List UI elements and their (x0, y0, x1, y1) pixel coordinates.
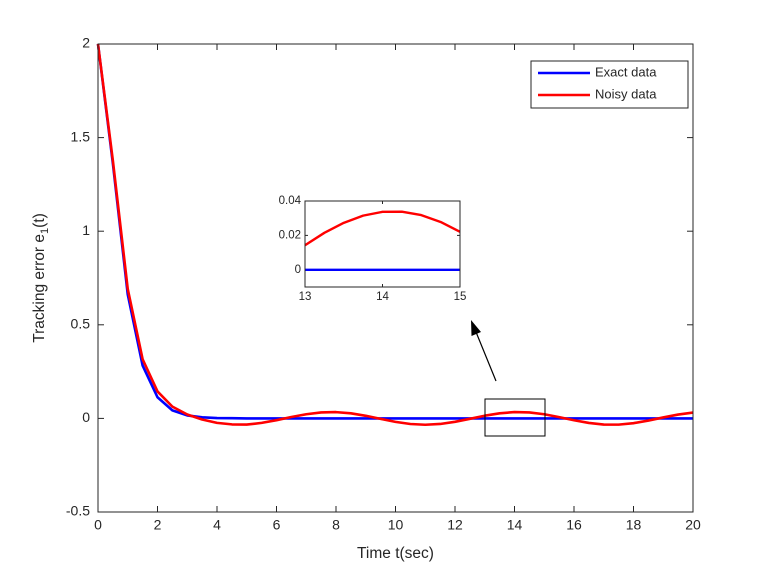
y-tick-label: 1 (82, 222, 90, 238)
x-tick-label: 6 (273, 517, 281, 533)
y-tick-label: 0 (82, 409, 90, 425)
y-tick-label: 0 (295, 264, 301, 276)
x-axis-label: Time t(sec) (357, 545, 434, 562)
x-tick-label: 20 (685, 517, 701, 533)
legend-box (530, 60, 689, 109)
y-tick-label: 1.5 (71, 128, 91, 144)
y-axis-label-part: (t) (31, 213, 48, 228)
x-tick-label: 2 (154, 517, 162, 533)
x-tick-label: 0 (94, 517, 102, 533)
arrow-head (471, 320, 481, 336)
zoom-region (484, 398, 546, 437)
y-tick-label: -0.5 (66, 503, 90, 519)
x-tick-label: 18 (626, 517, 642, 533)
y-axis-label: Tracking error e1(t) (31, 213, 51, 343)
y-axis-label-part: Tracking error e (31, 234, 48, 343)
x-tick-label: 4 (213, 517, 221, 533)
axes-box (97, 43, 694, 513)
y-axis-label-part: 1 (39, 228, 51, 234)
y-tick-label: 0.02 (279, 229, 301, 241)
axes-box (304, 200, 461, 288)
inset-axes: 13 14 15 0 0.02 0.04 (279, 195, 467, 303)
y-tick-label: 2 (82, 35, 90, 51)
x-tick-label: 14 (507, 517, 523, 533)
x-tick-label: 15 (454, 291, 467, 303)
y-tick-label: 0.5 (71, 316, 91, 332)
x-tick-label: 16 (566, 517, 582, 533)
plot-area (305, 201, 460, 287)
x-tick-label: 14 (376, 291, 389, 303)
arrow-shaft (475, 331, 497, 382)
x-tick-label: 10 (388, 517, 404, 533)
data-line (304, 210, 461, 247)
legend-label: Noisy data (595, 86, 657, 101)
x-tick-label: 13 (299, 291, 312, 303)
x-tick-label: 8 (332, 517, 340, 533)
y-tick-label: 0.04 (279, 195, 302, 207)
x-tick-label: 12 (447, 517, 463, 533)
data-line (96, 43, 694, 427)
legend-label: Exact data (595, 64, 657, 79)
